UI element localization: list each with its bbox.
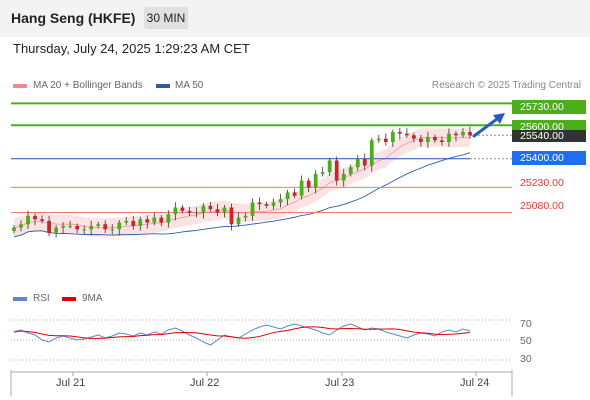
level-tag-25400: 25400.00 (512, 151, 586, 165)
date-tick-jul24: Jul 24 (460, 377, 490, 389)
candle-body (454, 133, 458, 136)
candle-body (334, 160, 339, 181)
bollinger-legend-label: MA 20 + Bollinger Bands (33, 80, 143, 91)
ma50-line (13, 152, 471, 238)
candle-body (180, 207, 185, 211)
candle-body (390, 131, 395, 143)
candle-body (383, 138, 388, 143)
date-tick-jul21: Jul 21 (56, 377, 86, 389)
candle-body (208, 205, 213, 210)
candle-body (145, 219, 150, 223)
candle-body (103, 224, 108, 230)
candle-body (201, 205, 206, 213)
ma9-legend-swatch (62, 297, 76, 301)
candle-body (440, 140, 444, 143)
candle-body (306, 180, 311, 188)
candle-body (285, 192, 290, 200)
candle-body (33, 215, 37, 220)
candle-body (271, 202, 276, 206)
interval-badge[interactable]: 30 MIN (144, 7, 188, 29)
candle-body (447, 133, 451, 143)
rsi-legend-swatch (13, 297, 27, 301)
rsi-tick-70: 70 (520, 318, 532, 330)
candle-body (292, 192, 297, 196)
candle-body (215, 209, 220, 213)
candle-body (376, 138, 381, 141)
level-tag-25730: 25730.00 (512, 100, 586, 114)
candle-body (19, 224, 23, 228)
candle-body (362, 158, 367, 166)
level-label-25080: 25080.00 (520, 200, 564, 212)
bollinger-band (14, 127, 470, 237)
candle-body (222, 207, 227, 213)
candle-body (433, 136, 437, 141)
candle-body (12, 227, 16, 231)
candle-body (96, 224, 101, 226)
candle-body (341, 173, 346, 181)
candle-body (313, 173, 318, 188)
candle-body (152, 217, 157, 223)
candle-body (124, 220, 129, 223)
candle-body (397, 131, 402, 134)
candle-body (138, 219, 143, 226)
candle-body (299, 180, 304, 196)
rsi-tick-30: 30 (520, 353, 532, 365)
candle-body (131, 220, 136, 226)
candle-body (187, 210, 192, 213)
rsi-legend-label: RSI (33, 293, 50, 304)
ma9-legend-label: 9MA (82, 293, 103, 304)
candle-body (264, 204, 269, 206)
bollinger-legend-swatch (13, 84, 27, 88)
candle-body (411, 135, 416, 139)
chart-datetime: Thursday, July 24, 2025 1:29:23 AM CET (13, 41, 250, 56)
candle-body (89, 225, 94, 230)
candle-body (257, 202, 262, 205)
forecast-arrow-head (493, 113, 505, 124)
candle-body (327, 160, 332, 173)
candle-body (278, 199, 283, 203)
candle-body (117, 222, 122, 230)
candle-body (236, 217, 241, 225)
candle-body (166, 214, 171, 223)
candle-body (26, 215, 30, 225)
candle-body (75, 225, 80, 230)
date-tick-jul23: Jul 23 (325, 377, 355, 389)
candle-body (426, 136, 430, 143)
candle-body (348, 167, 353, 174)
candle-body (54, 227, 58, 233)
chart-title: Hang Seng (HKFE) (11, 10, 136, 26)
candle-body (229, 207, 234, 225)
date-tick-jul22: Jul 22 (190, 377, 220, 389)
candle-body (418, 138, 423, 143)
candle-body (47, 220, 51, 233)
candle-body (173, 207, 178, 215)
rsi-tick-50: 50 (520, 335, 532, 347)
candle-body (461, 131, 465, 136)
candle-body (320, 172, 325, 174)
rsi-ma9-line (13, 326, 471, 339)
chart-header: Hang Seng (HKFE) 30 MIN (0, 0, 590, 37)
candle-body (250, 202, 255, 216)
rsi-line (13, 323, 471, 346)
candle-body (194, 212, 199, 214)
ma50-legend-label: MA 50 (175, 80, 204, 91)
candle-body (110, 229, 115, 231)
level-tag-25540: 25540.00 (512, 130, 586, 142)
candle-body (369, 140, 374, 166)
level-label-25230: 25230.00 (520, 177, 564, 189)
candle-body (40, 219, 44, 221)
candle-body (159, 217, 164, 223)
candle-body (82, 229, 87, 231)
ma50-legend-swatch (156, 84, 170, 88)
candle-body (468, 131, 472, 136)
candle-body (404, 133, 409, 136)
candle-body (68, 225, 73, 227)
candle-body (61, 225, 66, 228)
copyright-text: Research © 2025 Trading Central (431, 80, 581, 91)
candle-body (355, 158, 360, 168)
candle-body (243, 215, 248, 218)
